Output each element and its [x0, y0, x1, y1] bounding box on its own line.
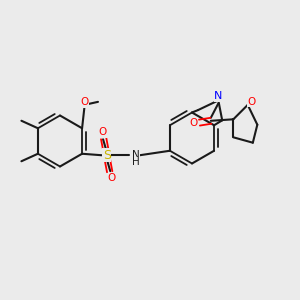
Text: N: N [214, 91, 223, 101]
Text: O: O [107, 173, 115, 183]
Text: S: S [103, 149, 111, 162]
Text: O: O [80, 98, 88, 107]
Text: O: O [98, 128, 106, 137]
Text: N: N [132, 150, 140, 160]
Text: H: H [132, 158, 140, 167]
Text: O: O [247, 97, 256, 107]
Text: O: O [189, 118, 198, 128]
